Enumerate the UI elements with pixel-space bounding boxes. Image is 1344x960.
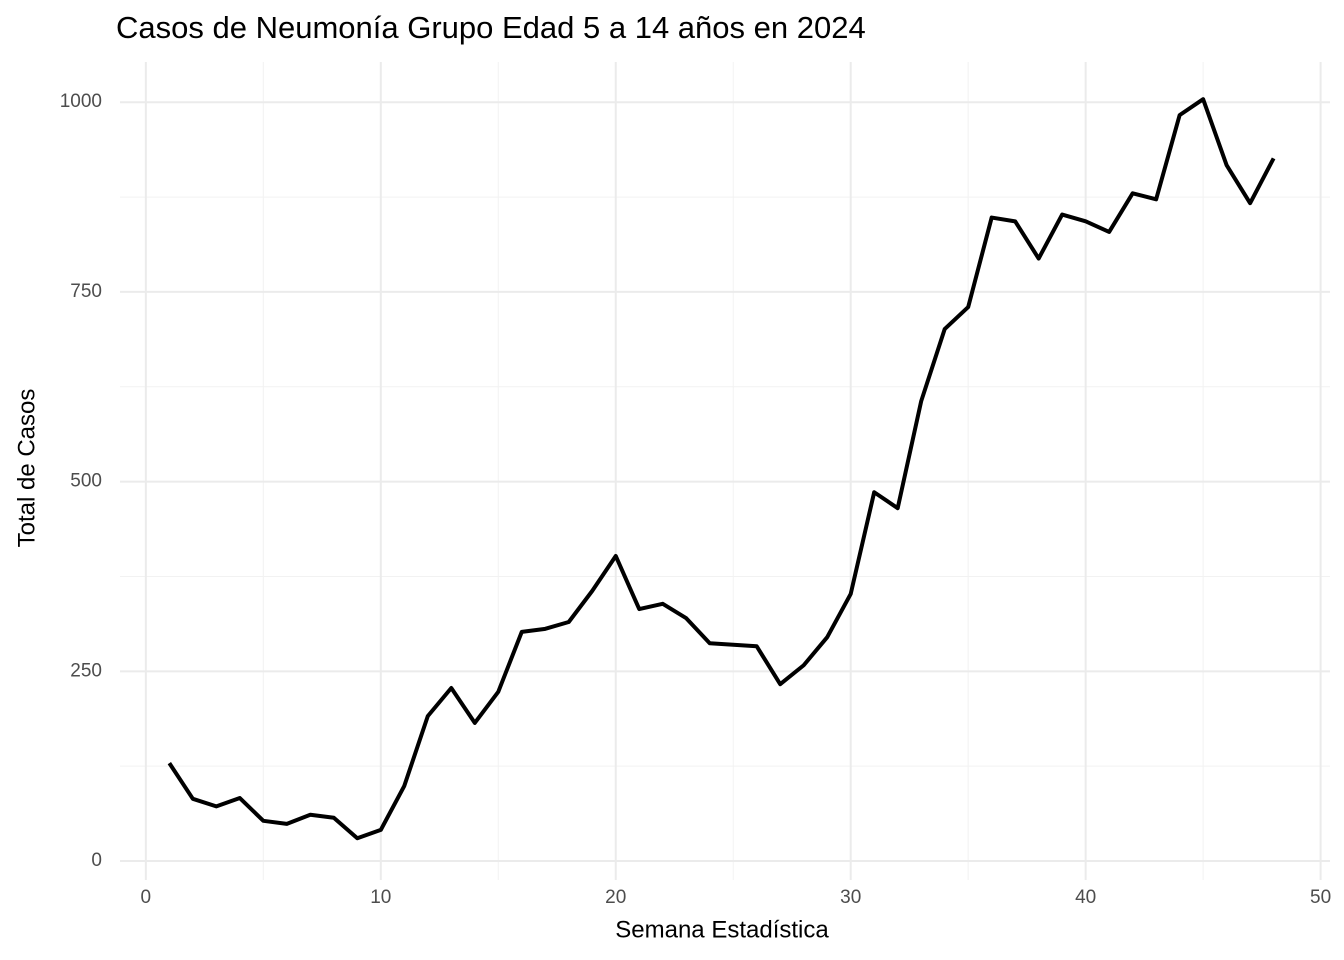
- y-tick-label: 750: [70, 281, 102, 302]
- data-line: [167, 97, 1276, 841]
- x-tick-label: 10: [370, 887, 391, 908]
- x-tick-label: 20: [605, 887, 626, 908]
- y-tick-label: 1000: [60, 91, 102, 112]
- y-tick-label: 250: [70, 660, 102, 681]
- chart-title: Casos de Neumonía Grupo Edad 5 a 14 años…: [116, 10, 866, 45]
- x-tick-label: 40: [1075, 887, 1096, 908]
- x-tick-label: 50: [1310, 887, 1331, 908]
- y-axis-label: Total de Casos: [13, 389, 40, 548]
- x-tick-label: 0: [141, 887, 152, 908]
- y-tick-label: 0: [91, 850, 102, 871]
- x-tick-label: 30: [840, 887, 861, 908]
- x-axis-label: Semana Estadística: [615, 916, 829, 943]
- y-tick-label: 500: [70, 471, 102, 492]
